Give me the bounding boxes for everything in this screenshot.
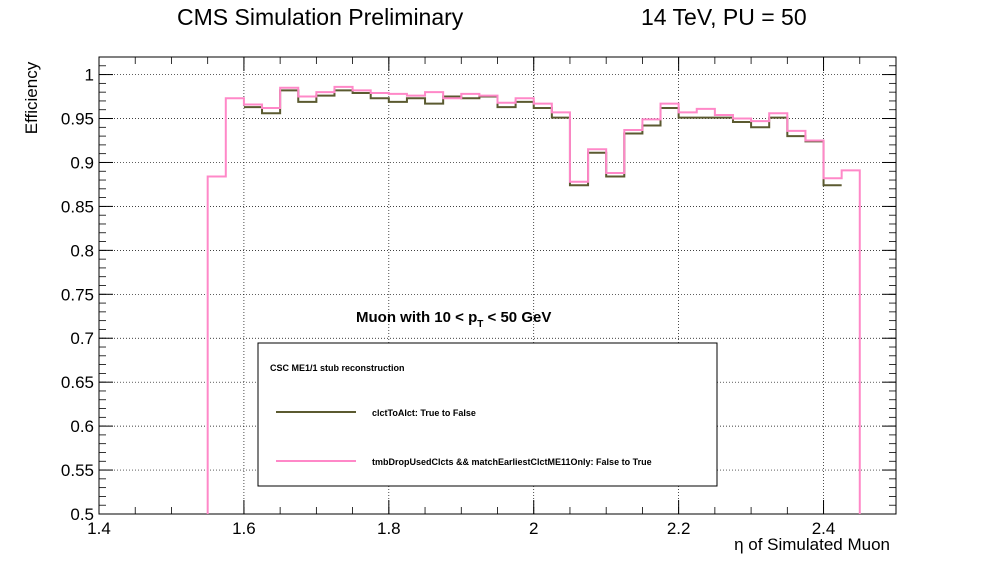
- x-tick-label: 2.4: [812, 519, 836, 538]
- energy-pileup-label: 14 TeV, PU = 50: [641, 4, 807, 30]
- y-tick-label: 0.5: [70, 505, 94, 524]
- y-tick-label: 0.55: [61, 461, 94, 480]
- legend-entry-label: clctToAlct: True to False: [372, 408, 476, 418]
- y-tick-label: 0.95: [61, 110, 94, 129]
- legend-box: [257, 342, 718, 487]
- x-axis-label: η of Simulated Muon: [734, 535, 890, 554]
- x-tick-label: 1.6: [232, 519, 256, 538]
- clct-to-alct-series-line: [243, 89, 842, 187]
- y-tick-label: 0.7: [70, 329, 94, 348]
- legend-header: CSC ME1/1 stub reconstruction: [270, 363, 405, 373]
- pt-range-annotation: Muon with 10 < pT < 50 GeV: [356, 309, 551, 330]
- x-tick-label: 1.8: [377, 519, 401, 538]
- chart-title: CMS Simulation Preliminary: [177, 4, 464, 30]
- y-tick-label: 0.9: [70, 153, 94, 172]
- x-tick-label: 2: [529, 519, 538, 538]
- legend-entry-label: tmbDropUsedClcts && matchEarliestClctME1…: [372, 457, 652, 467]
- tmb-drop-used-clcts-series-line: [206, 85, 861, 514]
- y-tick-label: 0.75: [61, 285, 94, 304]
- y-tick-label: 0.65: [61, 373, 94, 392]
- x-tick-label: 2.2: [667, 519, 691, 538]
- y-tick-label: 0.8: [70, 241, 94, 260]
- y-tick-label: 1: [85, 66, 94, 85]
- y-tick-label: 0.6: [70, 417, 94, 436]
- x-tick-label: 1.4: [87, 519, 111, 538]
- y-tick-label: 0.85: [61, 197, 94, 216]
